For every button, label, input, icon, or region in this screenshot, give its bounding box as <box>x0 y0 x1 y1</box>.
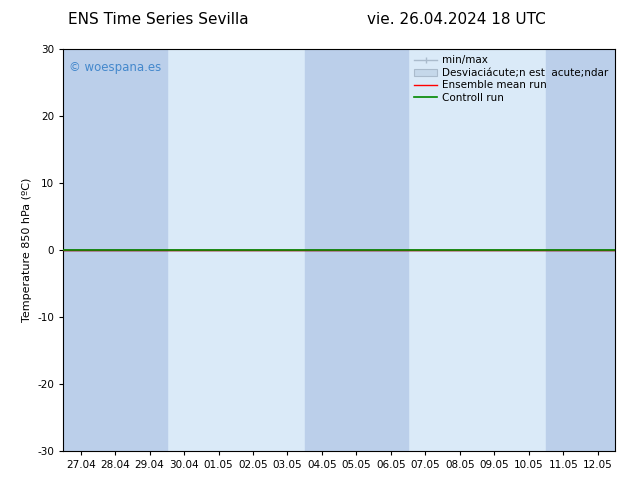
Y-axis label: Temperature 850 hPa (ºC): Temperature 850 hPa (ºC) <box>22 178 32 322</box>
Bar <box>339 49 373 451</box>
Legend: min/max, Desviaciácute;n est  acute;ndar, Ensemble mean run, Controll run: min/max, Desviaciácute;n est acute;ndar,… <box>410 51 613 107</box>
Bar <box>63 49 98 451</box>
Bar <box>305 49 339 451</box>
Text: vie. 26.04.2024 18 UTC: vie. 26.04.2024 18 UTC <box>367 12 546 27</box>
Bar <box>98 49 133 451</box>
Text: ENS Time Series Sevilla: ENS Time Series Sevilla <box>68 12 249 27</box>
Bar <box>546 49 581 451</box>
Bar <box>373 49 408 451</box>
Bar <box>133 49 167 451</box>
Text: © woespana.es: © woespana.es <box>69 61 161 74</box>
Bar <box>581 49 615 451</box>
